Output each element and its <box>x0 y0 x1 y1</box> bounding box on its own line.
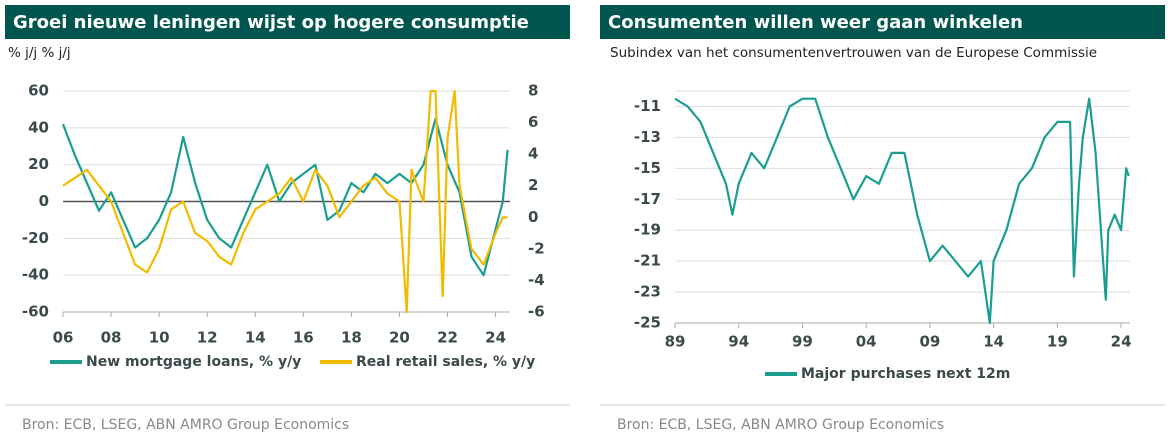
x-tick-label: 09 <box>919 333 940 351</box>
chart-title: Consumenten willen weer gaan winkelen <box>608 12 1023 33</box>
x-tick-label: 12 <box>197 329 218 347</box>
y-tick-label: -40 <box>22 266 49 284</box>
x-tick-label: 14 <box>245 329 266 347</box>
x-tick-label: 16 <box>293 329 314 347</box>
chart-title: Groei nieuwe leningen wijst op hogere co… <box>13 12 529 33</box>
legend-label: Real retail sales, % y/y <box>356 354 535 370</box>
series-line <box>62 89 508 314</box>
y2-tick-label: 4 <box>528 145 538 163</box>
y2-tick-label: 6 <box>528 113 538 131</box>
x-tick-label: 24 <box>485 329 506 347</box>
legend-label: Major purchases next 12m <box>801 366 1010 382</box>
y-tick-label: -21 <box>634 252 661 270</box>
x-tick-label: 20 <box>389 329 410 347</box>
source: Bron: ECB, LSEG, ABN AMRO Group Economic… <box>22 417 349 433</box>
title-banner <box>600 5 1165 39</box>
x-tick-label: 19 <box>1047 333 1068 351</box>
y2-tick-label: -6 <box>528 303 545 321</box>
y-tick-label: -20 <box>22 229 49 247</box>
title-banner <box>5 5 570 39</box>
y-tick-label: 60 <box>28 82 49 100</box>
y2-tick-label: -2 <box>528 239 545 257</box>
y-tick-label: -23 <box>634 283 661 301</box>
x-tick-label: 10 <box>149 329 170 347</box>
y-tick-label: -25 <box>634 314 661 332</box>
y-tick-label: 0 <box>39 192 49 210</box>
y-tick-label: 20 <box>28 155 49 173</box>
x-tick-label: 89 <box>665 333 686 351</box>
subtitle: Subindex van het consumentenvertrouwen v… <box>610 45 1097 61</box>
x-tick-label: 24 <box>1111 333 1132 351</box>
x-tick-label: 08 <box>101 329 122 347</box>
y-tick-label: -15 <box>634 159 661 177</box>
x-tick-label: 14 <box>983 333 1004 351</box>
series-line <box>61 117 509 277</box>
x-tick-label: 99 <box>792 333 813 351</box>
y-tick-label: -11 <box>634 97 661 115</box>
x-tick-label: 94 <box>728 333 749 351</box>
y-tick-label: -19 <box>634 221 661 239</box>
source: Bron: ECB, LSEG, ABN AMRO Group Economic… <box>617 417 944 433</box>
y2-tick-label: -4 <box>528 271 545 289</box>
y2-tick-label: 8 <box>528 82 538 100</box>
y2-tick-label: 2 <box>528 176 538 194</box>
subtitle: % j/j % j/j <box>8 45 71 61</box>
series-line <box>674 97 1130 325</box>
x-tick-label: 06 <box>53 329 74 347</box>
x-tick-label: 22 <box>437 329 458 347</box>
x-tick-label: 04 <box>856 333 877 351</box>
y-tick-label: -60 <box>22 303 49 321</box>
y2-tick-label: 0 <box>528 208 538 226</box>
y-tick-label: -13 <box>634 128 661 146</box>
x-tick-label: 18 <box>341 329 362 347</box>
legend-label: New mortgage loans, % y/y <box>86 354 301 370</box>
y-tick-label: -17 <box>634 190 661 208</box>
y-tick-label: 40 <box>28 118 49 136</box>
